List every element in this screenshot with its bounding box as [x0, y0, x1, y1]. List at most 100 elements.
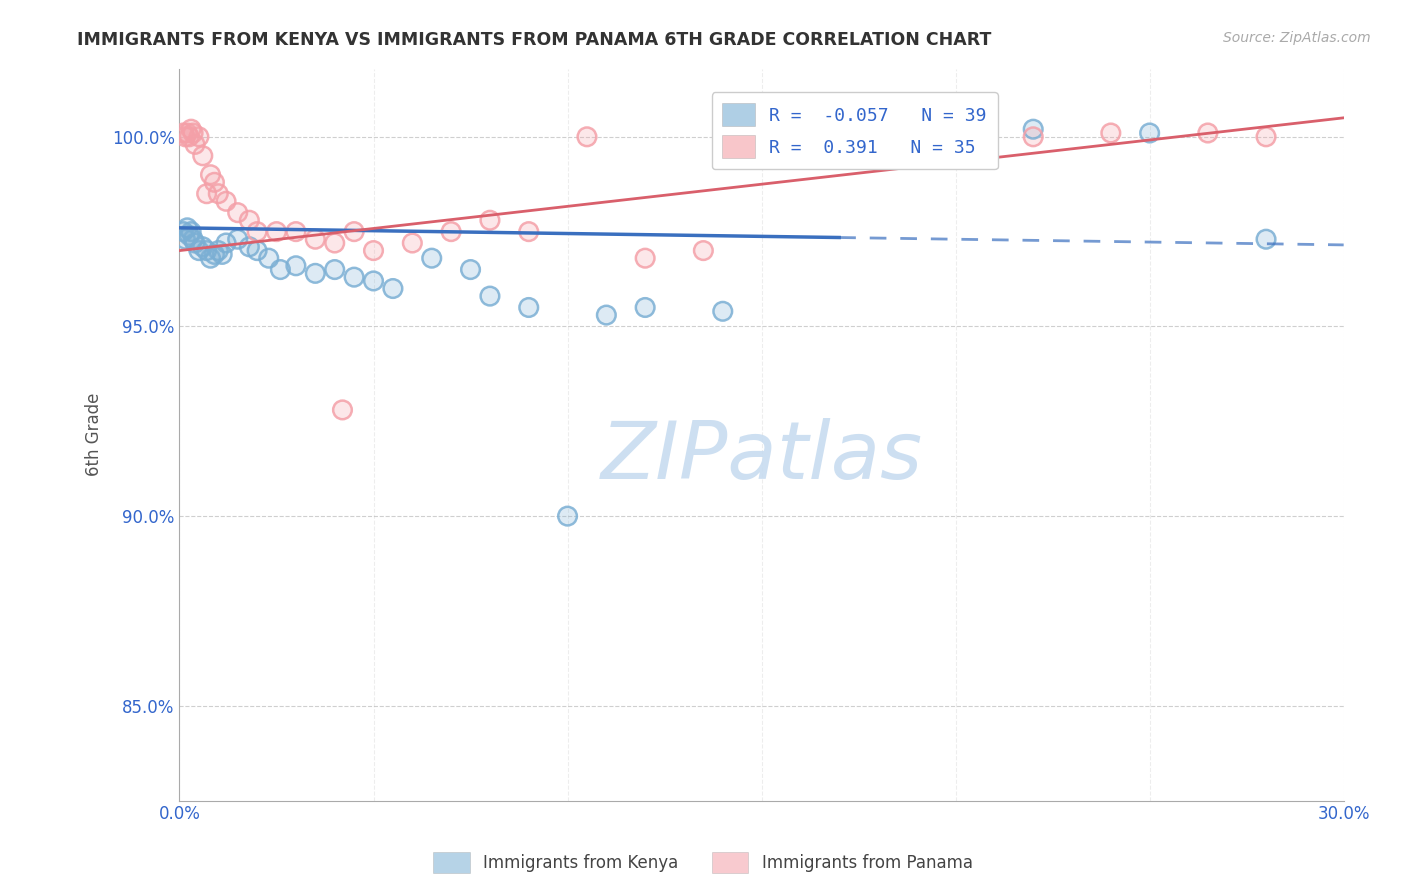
Point: [420, 251, 443, 265]
Point: [323, 262, 346, 277]
Point: [257, 251, 280, 265]
Point: [381, 281, 404, 295]
Point: [191, 240, 214, 254]
Point: [363, 274, 385, 288]
Point: [343, 225, 366, 239]
Point: [184, 137, 207, 152]
Point: [195, 244, 218, 258]
Point: [332, 403, 354, 417]
Point: [284, 259, 307, 273]
Point: [575, 129, 598, 144]
Point: [179, 228, 201, 243]
Point: [517, 301, 540, 315]
Point: [257, 251, 280, 265]
Point: [246, 225, 269, 239]
Point: [181, 232, 204, 246]
Point: [172, 126, 194, 140]
Point: [478, 213, 501, 227]
Point: [848, 126, 870, 140]
Point: [284, 225, 307, 239]
Point: [1099, 126, 1122, 140]
Point: [266, 225, 288, 239]
Point: [176, 220, 198, 235]
Point: [172, 225, 194, 239]
Point: [174, 232, 197, 246]
Point: [1139, 126, 1161, 140]
Point: [238, 213, 260, 227]
Point: [284, 259, 307, 273]
Point: [174, 232, 197, 246]
Point: [323, 235, 346, 250]
Point: [363, 244, 385, 258]
Point: [180, 122, 202, 136]
Point: [440, 225, 463, 239]
Point: [517, 301, 540, 315]
Point: [789, 129, 811, 144]
Point: [204, 247, 226, 261]
Point: [478, 213, 501, 227]
Text: ZIPatlas: ZIPatlas: [600, 417, 922, 496]
Point: [284, 225, 307, 239]
Point: [692, 244, 714, 258]
Point: [634, 251, 657, 265]
Point: [238, 240, 260, 254]
Point: [187, 244, 209, 258]
Point: [304, 232, 326, 246]
Point: [179, 228, 201, 243]
Point: [226, 232, 249, 246]
Legend: R =  -0.057   N = 39, R =  0.391   N = 35: R = -0.057 N = 39, R = 0.391 N = 35: [711, 92, 998, 169]
Point: [323, 235, 346, 250]
Point: [195, 244, 218, 258]
Point: [1254, 129, 1277, 144]
Y-axis label: 6th Grade: 6th Grade: [86, 392, 103, 476]
Point: [200, 168, 222, 182]
Point: [211, 247, 233, 261]
Point: [420, 251, 443, 265]
Point: [207, 186, 229, 201]
Point: [226, 205, 249, 219]
Point: [460, 262, 482, 277]
Point: [460, 262, 482, 277]
Point: [207, 244, 229, 258]
Point: [1099, 126, 1122, 140]
Point: [304, 266, 326, 280]
Point: [634, 301, 657, 315]
Point: [1197, 126, 1219, 140]
Point: [172, 126, 194, 140]
Point: [517, 225, 540, 239]
Point: [180, 122, 202, 136]
Point: [634, 251, 657, 265]
Point: [187, 129, 209, 144]
Point: [269, 262, 291, 277]
Point: [181, 126, 204, 140]
Point: [363, 244, 385, 258]
Point: [363, 274, 385, 288]
Point: [848, 126, 870, 140]
Point: [401, 235, 423, 250]
Point: [184, 235, 207, 250]
Point: [191, 240, 214, 254]
Point: [226, 205, 249, 219]
Text: Source: ZipAtlas.com: Source: ZipAtlas.com: [1223, 31, 1371, 45]
Point: [179, 129, 201, 144]
Point: [187, 244, 209, 258]
Point: [401, 235, 423, 250]
Point: [195, 186, 218, 201]
Point: [595, 308, 617, 322]
Point: [215, 235, 238, 250]
Point: [381, 281, 404, 295]
Point: [304, 232, 326, 246]
Point: [179, 129, 201, 144]
Point: [343, 225, 366, 239]
Point: [211, 247, 233, 261]
Point: [187, 129, 209, 144]
Point: [181, 232, 204, 246]
Point: [557, 509, 579, 524]
Point: [215, 194, 238, 209]
Point: [634, 301, 657, 315]
Point: [204, 247, 226, 261]
Point: [180, 225, 202, 239]
Point: [226, 232, 249, 246]
Point: [176, 220, 198, 235]
Point: [1022, 129, 1045, 144]
